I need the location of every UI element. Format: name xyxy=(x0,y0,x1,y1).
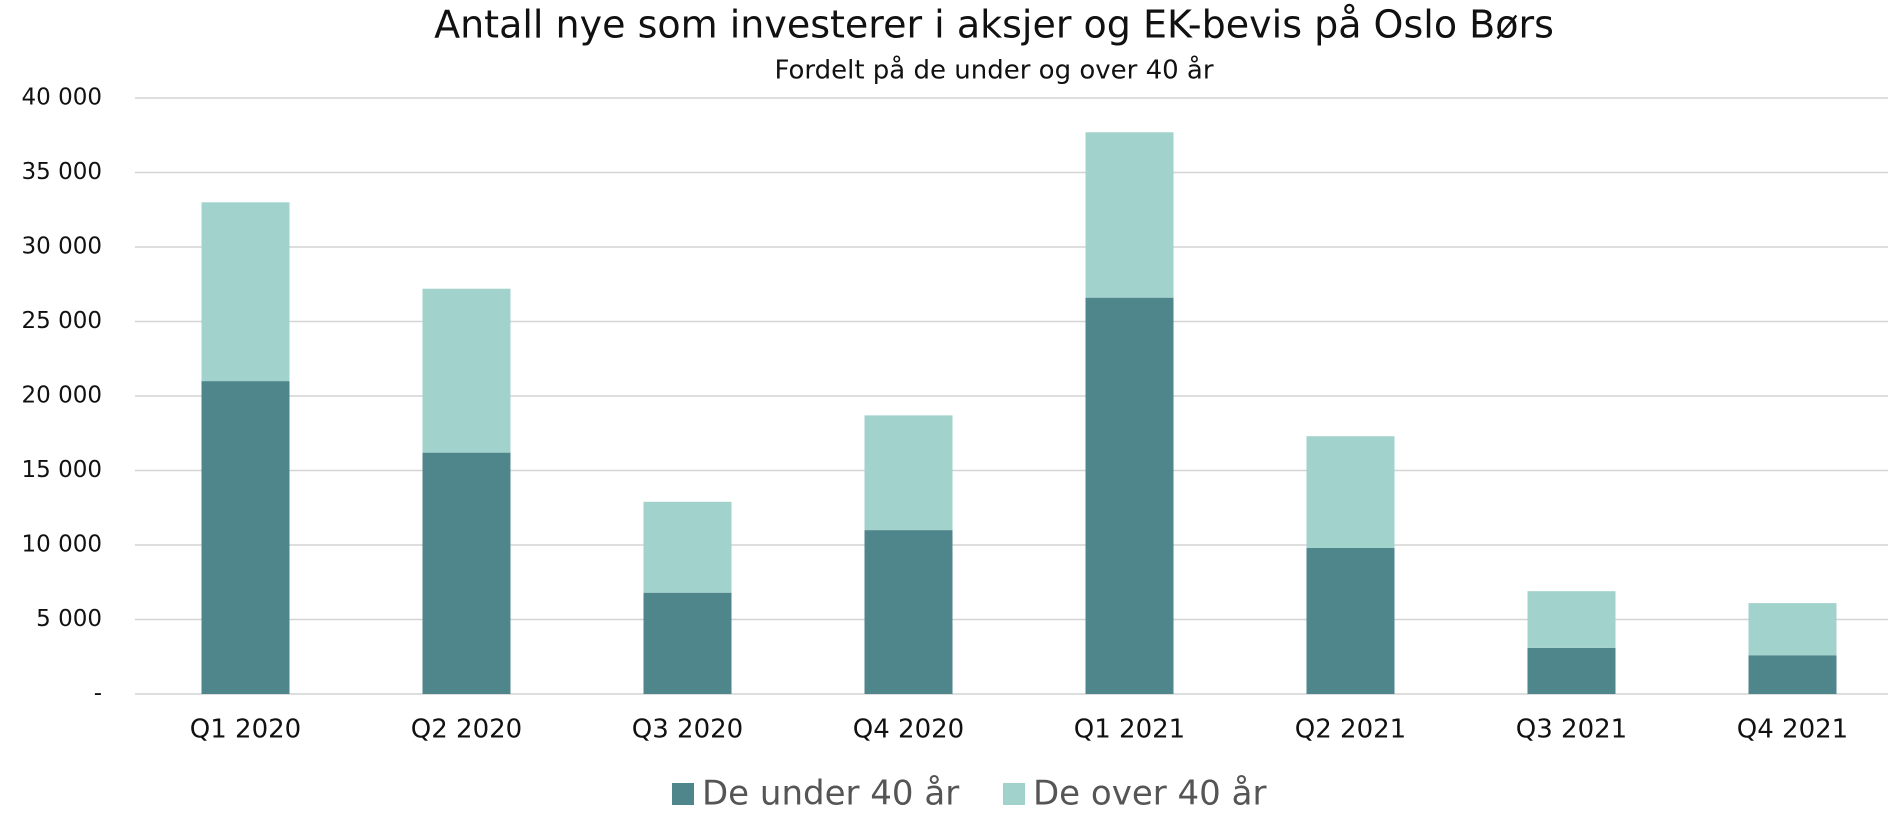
y-tick-label: 40 000 xyxy=(22,85,102,111)
legend-swatch xyxy=(1003,783,1025,805)
bar-segment xyxy=(1748,655,1837,694)
x-tick-label: Q2 2021 xyxy=(1295,715,1406,745)
y-tick-label: 20 000 xyxy=(22,383,102,409)
bar-segment xyxy=(422,288,511,453)
x-tick-label: Q1 2021 xyxy=(1074,715,1185,745)
x-tick-label: Q1 2020 xyxy=(190,715,301,745)
bar-segment xyxy=(1748,603,1837,656)
x-tick-label: Q4 2020 xyxy=(853,715,964,745)
bar-segment xyxy=(1306,436,1395,548)
y-tick-label: 25 000 xyxy=(22,308,102,334)
x-tick-label: Q4 2021 xyxy=(1737,715,1848,745)
x-tick-label: Q2 2020 xyxy=(411,715,522,745)
y-tick-label: 5 000 xyxy=(36,606,102,632)
bar-segment xyxy=(422,452,511,694)
legend-swatch xyxy=(672,783,694,805)
chart-subtitle: Fordelt på de under og over 40 år xyxy=(774,55,1213,86)
bar-segment xyxy=(201,381,290,694)
legend-label: De over 40 år xyxy=(1033,774,1266,811)
bar-segment xyxy=(864,415,953,531)
bar-segment xyxy=(643,592,732,694)
bar-segment xyxy=(1306,547,1395,694)
bar-segment xyxy=(1085,297,1174,694)
bar-segment xyxy=(643,501,732,593)
y-tick-label: 10 000 xyxy=(22,532,102,558)
y-tick-label: 30 000 xyxy=(22,234,102,260)
y-tick-label: 15 000 xyxy=(22,457,102,483)
x-tick-label: Q3 2020 xyxy=(632,715,743,745)
bar-segment xyxy=(201,202,290,382)
legend-label: De under 40 år xyxy=(702,774,959,811)
bar-segment xyxy=(1085,132,1174,298)
y-tick-label: - xyxy=(94,681,102,707)
bar-segment xyxy=(1527,591,1616,648)
chart-title: Antall nye som investerer i aksjer og EK… xyxy=(434,3,1554,47)
y-tick-label: 35 000 xyxy=(22,159,102,185)
bar-segment xyxy=(864,530,953,694)
x-tick-label: Q3 2021 xyxy=(1516,715,1627,745)
bar-segment xyxy=(1527,647,1616,694)
